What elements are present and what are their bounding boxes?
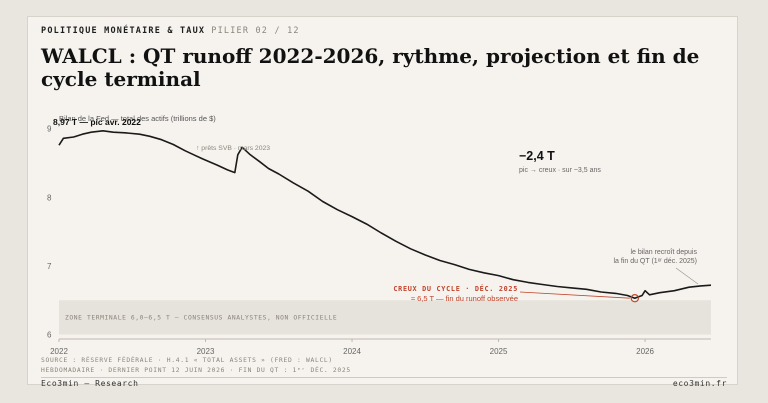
page-title: WALCL : QT runoff 2022-2026, rythme, pro… bbox=[41, 44, 700, 91]
x-tick-label: 2024 bbox=[343, 347, 361, 356]
trough-marker bbox=[630, 294, 640, 303]
delta-description: pic → creux · sur ~3,5 ans bbox=[519, 167, 601, 174]
regrowth-leader-line bbox=[675, 267, 699, 285]
source-line-2: HEBDOMADAIRE · DERNIER POINT 12 JUIN 202… bbox=[41, 367, 351, 374]
peak-label: 8,97 T — pic avr. 2022 bbox=[53, 117, 141, 127]
kicker-category: POLITIQUE MONÉTAIRE & TAUX bbox=[41, 26, 206, 36]
y-tick-label: 7 bbox=[47, 262, 52, 271]
delta-value: −2,4 T bbox=[519, 149, 555, 163]
regrowth-note-line-1: le bilan recroît depuis bbox=[630, 249, 697, 256]
footer-divider bbox=[41, 377, 727, 378]
kicker: POLITIQUE MONÉTAIRE & TAUX PILIER 02 / 12 bbox=[41, 26, 300, 36]
x-tick-label: 2025 bbox=[490, 347, 508, 356]
terminal-zone-band bbox=[59, 300, 711, 335]
terminal-zone-label: ZONE TERMINALE 6,0–6,5 T — CONSENSUS ANA… bbox=[65, 314, 337, 321]
trough-leader-line bbox=[519, 291, 630, 299]
trough-label-title: CREUX DU CYCLE · DÉC. 2025 bbox=[393, 284, 518, 293]
regrowth-note-line-2: la fin du QT (1ᵉʳ déc. 2025) bbox=[613, 258, 697, 265]
y-tick-label: 9 bbox=[47, 125, 52, 134]
y-tick-label: 8 bbox=[47, 193, 52, 202]
x-tick-label: 2026 bbox=[636, 347, 654, 356]
brand: Eco3min — Research bbox=[41, 379, 139, 388]
svb-annotation: ↑ prêts SVB · mars 2023 bbox=[196, 145, 270, 152]
walcl-series-line bbox=[58, 130, 712, 299]
x-tick-label: 2022 bbox=[50, 347, 68, 356]
x-tick-label: 2023 bbox=[197, 347, 215, 356]
y-tick-label: 6 bbox=[47, 331, 52, 340]
y-axis-label: Bilan de la Fed — total des actifs (tril… bbox=[59, 114, 216, 123]
source-line-1: SOURCE : RÉSERVE FÉDÉRALE · H.4.1 « TOTA… bbox=[41, 357, 333, 364]
trough-label-value: ≈ 6,5 T — fin du runoff observée bbox=[411, 294, 518, 303]
kicker-pillar: PILIER 02 / 12 bbox=[211, 26, 300, 36]
site-url: eco3min.fr bbox=[672, 379, 727, 388]
